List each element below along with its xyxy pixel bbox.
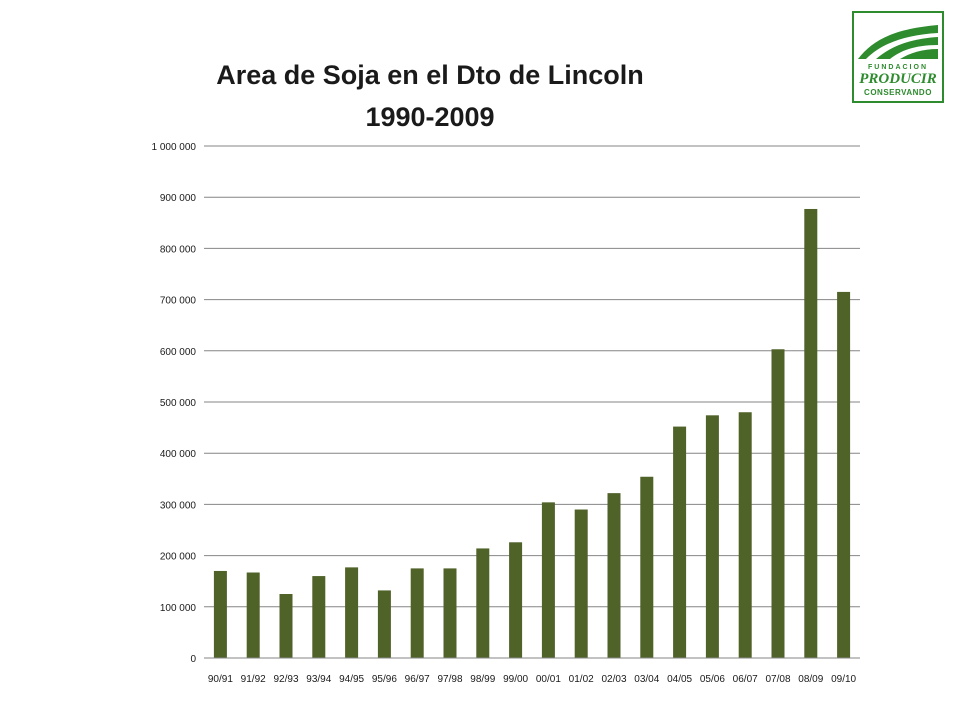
x-tick-label: 05/06	[700, 674, 725, 685]
x-tick-label: 91/92	[241, 674, 266, 685]
x-tick-label: 06/07	[733, 674, 758, 685]
chart-title-block: Area de Soja en el Dto de Lincoln 1990-2…	[0, 54, 860, 138]
y-tick-label: 200 000	[160, 552, 197, 563]
y-tick-label: 500 000	[160, 398, 197, 409]
bar-07-08	[771, 349, 785, 658]
bar-00-01	[541, 502, 555, 658]
x-tick-label: 07/08	[765, 674, 790, 685]
bar-05-06	[705, 415, 719, 658]
x-tick-label: 01/02	[569, 674, 594, 685]
bar-01-02	[574, 509, 588, 658]
x-tick-label: 99/00	[503, 674, 528, 685]
x-tick-label: 90/91	[208, 674, 233, 685]
x-tick-label: 08/09	[798, 674, 823, 685]
x-tick-label: 93/94	[306, 674, 331, 685]
x-tick-label: 94/95	[339, 674, 364, 685]
grid-lines	[204, 145, 860, 608]
x-tick-label: 02/03	[601, 674, 626, 685]
y-tick-label: 300 000	[160, 500, 197, 511]
x-tick-label: 00/01	[536, 674, 561, 685]
x-tick-label: 98/99	[470, 674, 495, 685]
x-tick-label: 04/05	[667, 674, 692, 685]
bar-98-99	[476, 548, 490, 658]
y-tick-label: 1 000 000	[152, 142, 197, 153]
bars	[213, 208, 851, 658]
bar-95-96	[377, 590, 391, 658]
chart-title: Area de Soja en el Dto de Lincoln	[216, 60, 644, 90]
bar-91-92	[246, 572, 260, 658]
bar-96-97	[410, 568, 424, 658]
bar-93-94	[312, 576, 326, 658]
bar-90-91	[213, 570, 227, 658]
x-tick-label: 92/93	[273, 674, 298, 685]
y-tick-label: 400 000	[160, 449, 197, 460]
chart-subtitle: 1990-2009	[365, 102, 495, 132]
bar-03-04	[640, 476, 654, 658]
y-tick-label: 0	[190, 654, 196, 665]
bar-04-05	[673, 426, 687, 658]
bar-02-03	[607, 493, 621, 658]
x-tick-label: 03/04	[634, 674, 659, 685]
bar-06-07	[738, 412, 752, 658]
y-tick-label: 900 000	[160, 193, 197, 204]
x-tick-label: 96/97	[405, 674, 430, 685]
bar-08-09	[804, 208, 818, 658]
y-tick-label: 700 000	[160, 296, 197, 307]
bar-99-00	[509, 542, 523, 658]
y-tick-label: 100 000	[160, 603, 197, 614]
bar-92-93	[279, 594, 293, 658]
logo-line3: CONSERVANDO	[864, 88, 932, 97]
x-axis-ticks: 90/91 91/92 92/93 93/94 94/95 95/96 96/97 97/98…	[208, 674, 857, 685]
bar-97-98	[443, 568, 457, 658]
bar-09-10	[837, 291, 851, 658]
y-tick-label: 600 000	[160, 347, 197, 358]
x-tick-label: 95/96	[372, 674, 397, 685]
fundacion-producir-conservando-logo: FUNDACION PRODUCIR CONSERVANDO	[852, 11, 944, 103]
x-tick-label: 97/98	[437, 674, 462, 685]
logo-line2: PRODUCIR	[859, 71, 937, 87]
y-tick-label: 800 000	[160, 244, 197, 255]
logo-line1: FUNDACION	[868, 64, 928, 71]
x-tick-label: 09/10	[831, 674, 856, 685]
bar-94-95	[345, 567, 359, 658]
y-axis-ticks: 0 100 000 200 000 300 000 400 000 500 000 600 …	[152, 142, 197, 665]
